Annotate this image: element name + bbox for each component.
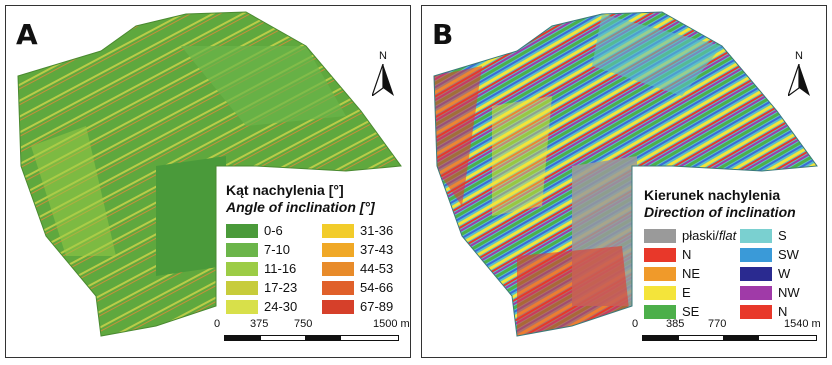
legend-label: W	[778, 266, 791, 281]
legend-swatch	[644, 285, 676, 300]
legend: Kąt nachylenia [°] Angle of inclination …	[214, 176, 410, 357]
legend-item: 24-30	[226, 298, 322, 315]
legend-title: Kierunek nachylenia	[644, 187, 781, 203]
legend-item: 11-16	[226, 260, 322, 277]
legend-label: płaski/flat	[682, 228, 737, 243]
legend-label: E	[682, 285, 691, 300]
legend-swatch	[644, 247, 676, 262]
legend-item: płaski/flat	[644, 227, 740, 244]
legend-swatch	[740, 304, 772, 319]
legend-label: SE	[682, 304, 700, 319]
legend-grid: płaski/flat S N SW NE W E NW SE N	[644, 227, 826, 320]
legend-label: N	[778, 304, 788, 319]
scale-bar: 0 385 770 1540 m	[632, 318, 826, 357]
legend: Kierunek nachylenia Direction of inclina…	[632, 181, 826, 357]
legend-item: 37-43	[322, 241, 410, 258]
north-arrow: N	[786, 50, 812, 101]
legend-swatch	[322, 242, 354, 257]
legend-swatch	[322, 280, 354, 295]
legend-subtitle: Angle of inclination [°]	[226, 199, 375, 215]
legend-label: SW	[778, 247, 799, 262]
slope-angle-map	[17, 11, 402, 337]
legend-label: 17-23	[264, 280, 298, 295]
scale-label: 750	[294, 318, 313, 330]
legend-label: S	[778, 228, 787, 243]
legend-item: SE	[644, 303, 740, 320]
legend-item: SW	[740, 246, 826, 263]
legend-swatch	[226, 299, 258, 314]
scale-bar-line	[642, 335, 817, 341]
legend-swatch	[740, 266, 772, 281]
legend-label: 24-30	[264, 299, 298, 314]
legend-swatch	[644, 304, 676, 319]
north-label: N	[795, 50, 803, 62]
legend-item: 54-66	[322, 279, 410, 296]
legend-subtitle: Direction of inclination	[644, 204, 796, 220]
legend-label: 67-89	[360, 299, 394, 314]
legend-swatch	[226, 261, 258, 276]
legend-swatch	[740, 285, 772, 300]
scale-label: 375	[250, 318, 269, 330]
legend-label: 31-36	[360, 223, 394, 238]
legend-swatch	[322, 261, 354, 276]
legend-label: N	[682, 247, 692, 262]
scale-label: 770	[708, 318, 727, 330]
legend-label: NW	[778, 285, 800, 300]
legend-swatch	[226, 223, 258, 238]
legend-label: 11-16	[264, 261, 297, 276]
legend-item: 17-23	[226, 279, 322, 296]
legend-item: 7-10	[226, 241, 322, 258]
legend-swatch	[740, 247, 772, 262]
legend-swatch	[226, 280, 258, 295]
scale-label: 385	[666, 318, 685, 330]
legend-label: 0-6	[264, 223, 283, 238]
legend-label: 44-53	[360, 261, 394, 276]
panel-a: A N Kąt nachylenia [°] Angle of inclinat…	[5, 5, 411, 358]
scale-bar: 0 375 750 1500 m	[214, 318, 410, 357]
legend-swatch	[740, 228, 772, 243]
scale-label: 1500 m	[373, 318, 410, 330]
north-arrow: N	[370, 50, 396, 101]
legend-label: 37-43	[360, 242, 394, 257]
legend-item: NE	[644, 265, 740, 282]
panel-letter: A	[16, 18, 38, 51]
legend-item: S	[740, 227, 826, 244]
legend-swatch	[644, 228, 676, 243]
north-label: N	[379, 50, 387, 62]
legend-item: 67-89	[322, 298, 410, 315]
legend-item: N	[644, 246, 740, 263]
panel-letter: B	[432, 18, 454, 51]
legend-item: E	[644, 284, 740, 301]
north-arrow-icon	[370, 63, 394, 98]
scale-label: 1540 m	[784, 318, 821, 330]
legend-item: 31-36	[322, 222, 410, 239]
legend-label: NE	[682, 266, 701, 281]
legend-swatch	[322, 223, 354, 238]
north-arrow-icon	[786, 63, 810, 98]
legend-item: W	[740, 265, 826, 282]
legend-grid: 0-6 31-36 7-10 37-43 11-16 44-53 17-23 54-66 24-…	[226, 222, 410, 315]
legend-item: 0-6	[226, 222, 322, 239]
legend-item: NW	[740, 284, 826, 301]
scale-label: 0	[214, 318, 221, 330]
panel-b: B N Kierunek nachylenia Direction of inc…	[421, 5, 827, 358]
legend-item: N	[740, 303, 826, 320]
legend-label: 7-10	[264, 242, 291, 257]
legend-title: Kąt nachylenia [°]	[226, 182, 344, 198]
legend-swatch	[644, 266, 676, 281]
legend-swatch	[322, 299, 354, 314]
scale-label: 0	[632, 318, 639, 330]
legend-item: 44-53	[322, 260, 410, 277]
scale-bar-line	[224, 335, 399, 341]
legend-label: 54-66	[360, 280, 394, 295]
legend-swatch	[226, 242, 258, 257]
